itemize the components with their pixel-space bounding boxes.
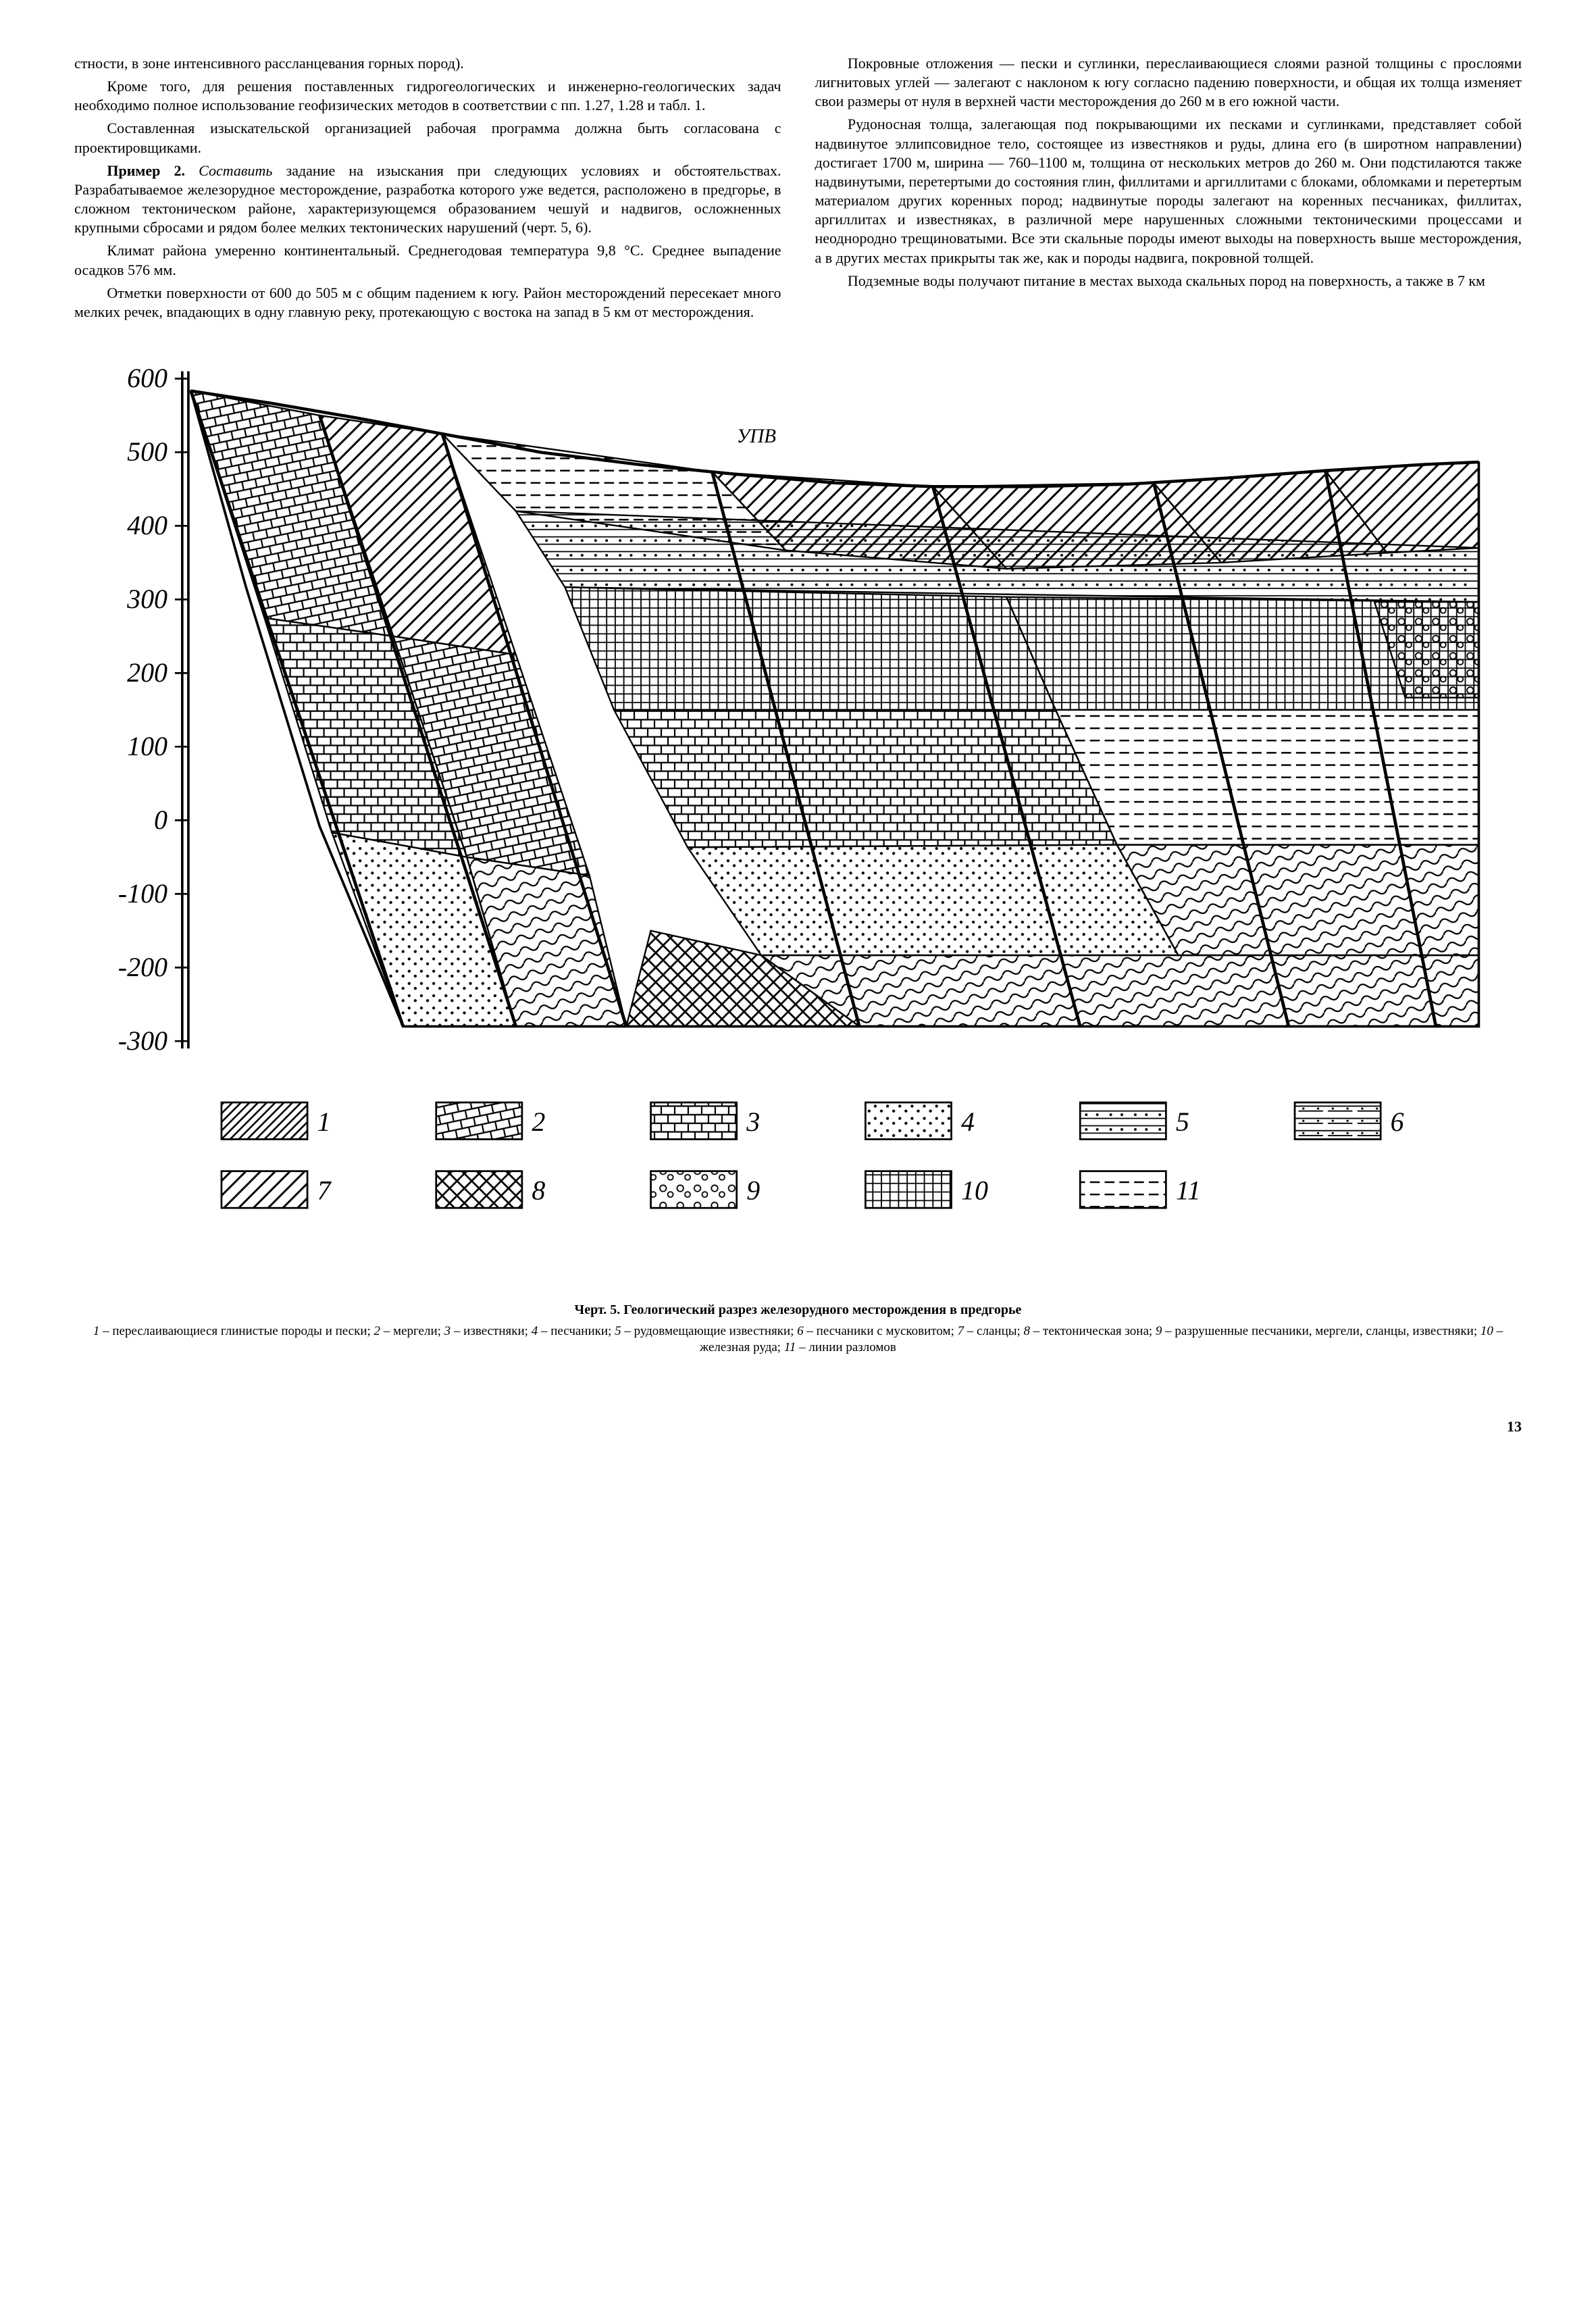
svg-text:3: 3	[746, 1107, 760, 1137]
figure-svg-wrap: 600 500 400 300 200 100 0 -100 -200 -300 УПВ 1 2 3 4 5 6…	[74, 342, 1522, 1279]
svg-text:10: 10	[961, 1175, 988, 1205]
svg-text:4: 4	[961, 1107, 975, 1137]
body-paragraph: Пример 2. Составить задание на изыскания…	[74, 161, 781, 238]
svg-text:500: 500	[127, 436, 168, 467]
svg-text:-100: -100	[118, 878, 168, 909]
body-paragraph: стности, в зоне интенсивного рассланцева…	[74, 54, 781, 73]
svg-text:7: 7	[317, 1175, 332, 1205]
figure-caption-title: Черт. 5. Геологический разрез железорудн…	[74, 1302, 1522, 1319]
body-paragraph: Подземные воды получают питание в местах…	[815, 272, 1522, 290]
svg-text:0: 0	[154, 805, 168, 835]
page-number: 13	[74, 1417, 1522, 1436]
figure-caption-legend: 1 – переслаивающиеся глинистые породы и …	[74, 1323, 1522, 1356]
svg-text:6: 6	[1391, 1107, 1404, 1137]
svg-text:100: 100	[127, 731, 168, 761]
svg-text:5: 5	[1176, 1107, 1189, 1137]
svg-text:УПВ: УПВ	[737, 426, 777, 447]
body-paragraph: Покровные отложения — пески и суглинки, …	[815, 54, 1522, 111]
body-paragraph: Составленная изыскательской организацией…	[74, 119, 781, 157]
figure-5: 600 500 400 300 200 100 0 -100 -200 -300 УПВ 1 2 3 4 5 6…	[74, 342, 1522, 1356]
svg-text:200: 200	[127, 657, 168, 688]
svg-text:9: 9	[746, 1175, 760, 1205]
geological-cross-section-svg: 600 500 400 300 200 100 0 -100 -200 -300 УПВ 1 2 3 4 5 6…	[74, 342, 1522, 1274]
svg-text:11: 11	[1176, 1175, 1201, 1205]
body-paragraph: Рудоносная толща, залегающая под покрыва…	[815, 115, 1522, 267]
body-paragraph: Отметки поверхности от 600 до 505 м с об…	[74, 284, 781, 322]
svg-text:2: 2	[532, 1107, 545, 1137]
svg-text:8: 8	[532, 1175, 545, 1205]
svg-text:400: 400	[127, 510, 168, 540]
svg-text:300: 300	[126, 584, 168, 614]
body-paragraph: Климат района умеренно континентальный. …	[74, 241, 781, 279]
svg-text:-300: -300	[118, 1025, 168, 1056]
svg-text:1: 1	[317, 1107, 331, 1137]
svg-text:-200: -200	[118, 952, 168, 982]
svg-text:600: 600	[127, 363, 168, 393]
body-text-columns: стности, в зоне интенсивного рассланцева…	[74, 54, 1522, 322]
body-paragraph: Кроме того, для решения поставленных гид…	[74, 77, 781, 115]
